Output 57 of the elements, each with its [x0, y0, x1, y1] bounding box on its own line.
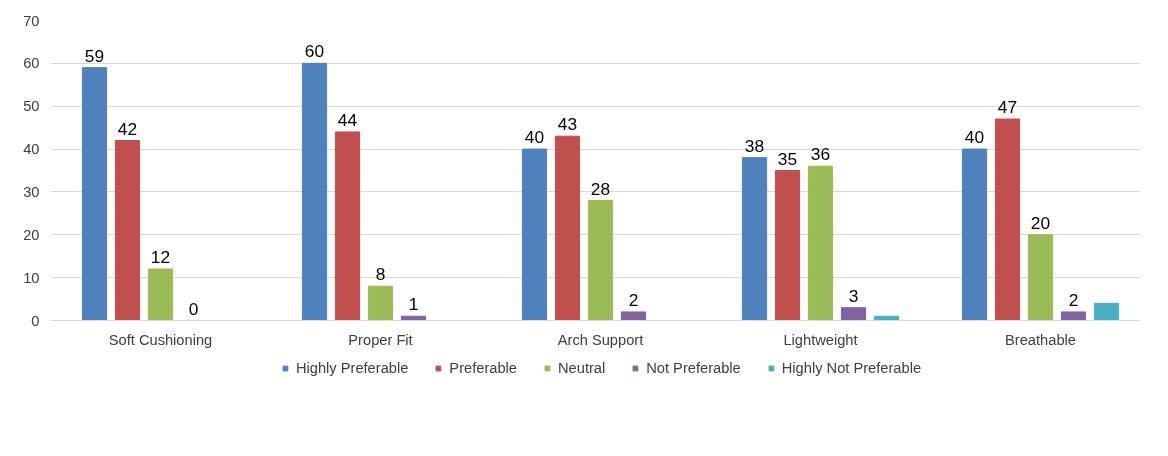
bar [840, 307, 867, 321]
legend-label: Highly Not Preferable [781, 360, 922, 376]
data-label: 12 [150, 247, 171, 268]
data-label: 44 [337, 109, 358, 130]
bar [807, 165, 834, 321]
legend-label: Neutral [557, 360, 606, 376]
data-label: 8 [375, 264, 386, 285]
data-label: 42 [117, 118, 138, 139]
y-tick-label: 70 [23, 12, 40, 29]
legend-label: Not Preferable [646, 360, 741, 376]
data-label: 3 [848, 285, 859, 306]
y-tick-label: 50 [23, 98, 40, 115]
data-label: 40 [964, 127, 985, 148]
bar [81, 67, 108, 321]
data-label: 36 [810, 144, 831, 165]
data-label: 35 [777, 148, 798, 169]
data-label: 2 [1068, 289, 1079, 310]
data-label: 28 [590, 178, 611, 199]
data-label: 0 [188, 298, 199, 319]
bar [620, 311, 647, 321]
bar [1093, 302, 1120, 321]
data-label: 1 [408, 294, 419, 315]
x-tick-label: Lightweight [783, 331, 858, 348]
y-tick-label: 60 [23, 55, 40, 72]
legend-label: Preferable [449, 360, 517, 376]
data-label: 2 [628, 289, 639, 310]
data-label: 20 [1030, 212, 1051, 233]
data-label: 38 [744, 135, 765, 156]
data-label: 43 [557, 114, 578, 135]
bar [741, 157, 768, 321]
x-tick-label: Proper Fit [348, 331, 413, 348]
bar [587, 200, 614, 321]
data-label: 59 [84, 45, 105, 66]
bar [334, 131, 361, 321]
bar [114, 140, 141, 321]
y-tick-label: 0 [31, 312, 40, 329]
x-tick-label: Arch Support [557, 331, 644, 348]
bar [554, 135, 581, 321]
bar [1060, 311, 1087, 321]
bar [994, 118, 1021, 321]
bar [774, 170, 801, 321]
y-tick-label: 20 [23, 226, 40, 243]
bar [521, 148, 548, 321]
bar [367, 285, 394, 321]
bar [1027, 234, 1054, 321]
data-label: 47 [997, 97, 1018, 118]
bar [147, 268, 174, 321]
legend-label: Highly Preferable [295, 360, 409, 376]
bar [301, 62, 328, 321]
y-tick-label: 40 [23, 141, 40, 158]
y-tick-label: 10 [23, 269, 40, 286]
x-tick-label: Soft Cushioning [108, 331, 213, 348]
data-label: 60 [304, 41, 325, 62]
y-tick-label: 30 [23, 183, 40, 200]
data-label: 40 [524, 127, 545, 148]
x-tick-label: Breathable [1005, 331, 1076, 348]
bar [961, 148, 988, 321]
